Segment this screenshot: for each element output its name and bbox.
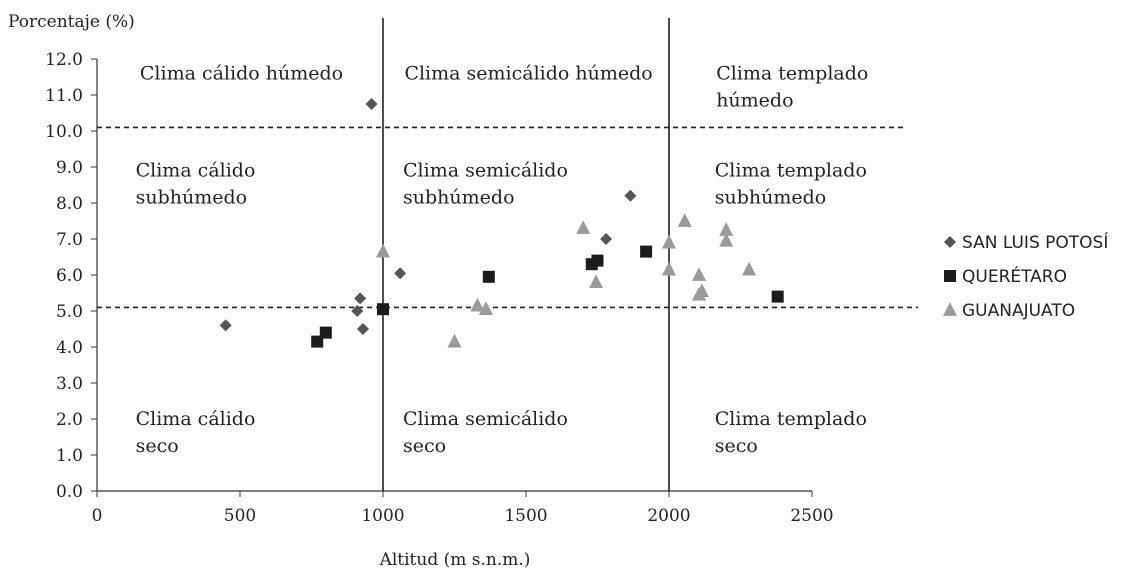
zone-label-line: Clima cálido (136, 408, 256, 430)
zone-label-line: subhúmedo (403, 187, 515, 209)
y-tick-label: 7.0 (56, 230, 83, 250)
triangle-data-point (719, 222, 734, 236)
square-data-point (319, 326, 332, 339)
triangle-data-point (478, 301, 493, 316)
climate-zone-labels: Clima cálido húmedo Clima semicálido húme… (136, 62, 869, 457)
diamond-data-point (351, 305, 364, 317)
triangle-data-point (470, 297, 485, 312)
triangle-data-point (376, 243, 390, 258)
square-data-point (640, 245, 653, 258)
zone-label-line: Clima semicálido húmedo (404, 62, 652, 84)
diamond-data-point (356, 323, 369, 335)
y-tick-label: 8.0 (56, 194, 83, 214)
triangle-data-point (589, 274, 604, 289)
zone-label-line: subhúmedo (715, 187, 827, 209)
triangle-data-point (694, 283, 709, 298)
y-tick-label: 12.0 (45, 50, 83, 70)
zone-label: Clima semicálido seco (403, 408, 568, 457)
diamond-data-point (624, 189, 637, 202)
diamond-data-point (394, 267, 407, 280)
triangle-data-point (447, 333, 462, 348)
legend-label: QUERÉTARO (962, 265, 1067, 287)
zone-label: Clima semicálido húmedo (404, 62, 652, 84)
square-data-point (591, 254, 604, 267)
zone-label-line: subhúmedo (136, 187, 248, 209)
triangle-data-point (692, 267, 707, 281)
triangle-data-point (662, 234, 676, 249)
zone-label: Clima templado húmedo (716, 62, 868, 111)
series-group (311, 245, 784, 348)
legend-marker (944, 236, 956, 248)
y-tick-label: 5.0 (56, 302, 83, 322)
legend-label: GUANAJUATO (962, 301, 1075, 321)
y-tick-label: 11.0 (45, 86, 83, 106)
y-tick-label: 3.0 (56, 374, 83, 394)
zone-label-line: seco (715, 435, 758, 457)
y-tick-label: 0.0 (56, 482, 83, 502)
x-tick-label: 2000 (647, 506, 690, 526)
x-tick-label: 2500 (790, 506, 833, 526)
diamond-data-point (600, 233, 613, 245)
zone-label: Clima templado seco (715, 408, 867, 457)
triangle-data-point (677, 213, 692, 227)
y-tick-label: 9.0 (56, 158, 83, 178)
data-points (219, 98, 784, 348)
zone-label-line: Clima cálido (136, 160, 256, 182)
zone-label: Clima cálido húmedo (140, 62, 343, 84)
y-tick-label: 6.0 (56, 266, 83, 286)
zone-label: Clima cálido seco (136, 408, 256, 457)
x-tick-label: 1000 (361, 506, 404, 526)
zone-label-line: húmedo (716, 89, 793, 111)
y-tick-label: 10.0 (45, 122, 83, 142)
square-data-point (377, 303, 389, 316)
zone-label-line: Clima templado (716, 62, 868, 84)
x-axis-label: Altitud (m s.n.m.) (379, 550, 531, 569)
zone-label: Clima templado subhúmedo (715, 160, 867, 209)
zone-label-line: Clima templado (715, 160, 867, 182)
zone-label: Clima cálido subhúmedo (136, 160, 256, 209)
zone-label-line: Clima cálido húmedo (140, 62, 343, 84)
triangle-data-point (662, 261, 676, 276)
diamond-data-point (365, 98, 378, 110)
legend: SAN LUIS POTOSÍ QUERÉTARO GUANAJUATO (943, 231, 1108, 321)
x-tick-label: 500 (224, 506, 256, 526)
axes: 0.0 1.0 2.0 3.0 4.0 5.0 6.0 7.0 8.0 9.0 10.0 11.0 12… (45, 50, 833, 526)
zone-label-line: seco (403, 435, 446, 457)
zone-label: Clima semicálido subhúmedo (403, 160, 568, 209)
zone-label-line: Clima semicálido (403, 160, 568, 182)
legend-marker (944, 270, 956, 282)
legend-marker (943, 302, 957, 316)
triangle-data-point (719, 233, 734, 247)
x-tick-label: 0 (92, 506, 103, 526)
square-data-point (771, 290, 784, 303)
zone-label-line: Clima semicálido (403, 408, 568, 430)
series-group (219, 98, 637, 335)
y-tick-label: 1.0 (56, 446, 83, 466)
y-tick-label: 2.0 (56, 410, 83, 430)
square-data-point (482, 270, 495, 283)
legend-label: SAN LUIS POTOSÍ (962, 231, 1108, 253)
series-group (376, 213, 757, 348)
zone-label-line: Clima templado (715, 408, 867, 430)
y-axis-label: Porcentaje (%) (8, 12, 135, 32)
zone-label-line: seco (136, 435, 179, 457)
x-tick-label: 1500 (504, 506, 547, 526)
triangle-data-point (742, 261, 757, 276)
diamond-data-point (219, 319, 232, 332)
y-tick-label: 4.0 (56, 338, 83, 358)
triangle-data-point (576, 220, 591, 235)
diamond-data-point (354, 292, 367, 305)
